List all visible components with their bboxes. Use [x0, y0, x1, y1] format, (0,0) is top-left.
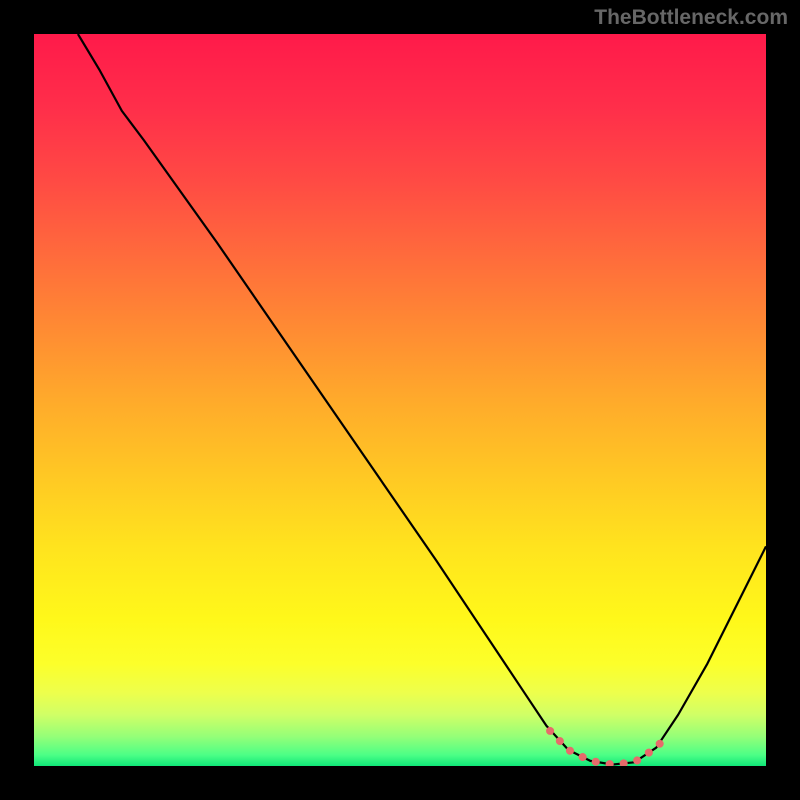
curve-layer [34, 34, 766, 766]
chart-frame: TheBottleneck.com [0, 0, 800, 800]
optimal-range-highlight [550, 731, 667, 765]
plot-area [34, 34, 766, 766]
bottleneck-curve [78, 34, 766, 765]
watermark-text: TheBottleneck.com [594, 6, 788, 30]
